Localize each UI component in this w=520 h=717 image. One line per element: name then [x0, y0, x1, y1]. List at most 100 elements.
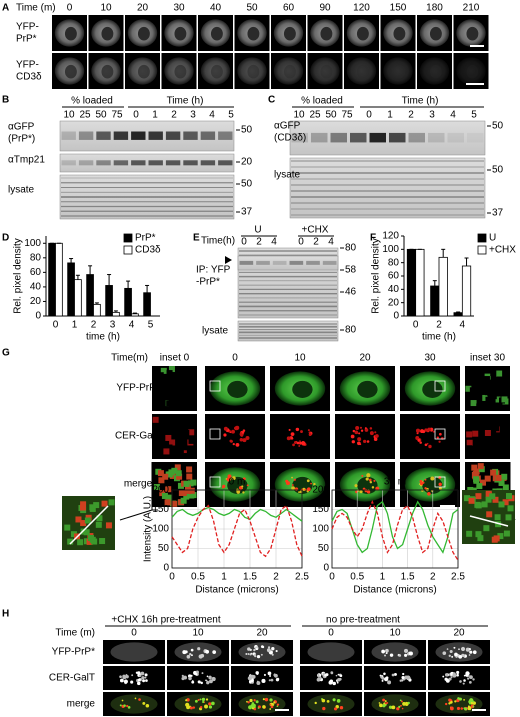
inset-pixel — [467, 486, 474, 493]
arrowhead — [225, 256, 232, 264]
inset-pixel — [152, 452, 159, 459]
speckle — [119, 678, 124, 683]
y-tick-label: 0 — [35, 311, 41, 322]
inset-pixel — [186, 473, 193, 480]
speckle — [181, 677, 185, 681]
band — [200, 160, 216, 166]
speckle — [400, 700, 403, 703]
speckle — [382, 704, 386, 708]
band — [61, 131, 76, 140]
row-label: -PrP* — [196, 277, 220, 288]
inset-pixel — [80, 528, 87, 535]
inset-pixel — [483, 436, 490, 443]
panel-label: C — [268, 95, 275, 106]
micrograph — [335, 414, 395, 459]
inset-pixel — [484, 389, 491, 396]
speckle — [371, 486, 375, 489]
speckle — [332, 698, 336, 702]
lane-label: 4 — [209, 110, 215, 121]
marker-label: 37 — [241, 207, 253, 218]
speckle — [354, 484, 358, 488]
speckle — [385, 652, 388, 655]
speckle — [396, 707, 400, 711]
inset-pixel — [494, 384, 501, 391]
speckle — [456, 673, 459, 677]
micrograph — [103, 666, 165, 690]
speckle — [119, 675, 122, 679]
band — [113, 160, 129, 166]
inset-pixel — [467, 415, 474, 422]
speckle — [184, 650, 188, 654]
inset-pixel — [174, 464, 181, 471]
micrograph — [364, 666, 426, 690]
speckle — [379, 703, 383, 708]
lane-label: 2 — [313, 237, 319, 248]
panel-label: G — [2, 348, 10, 359]
inset-pixel — [475, 531, 482, 538]
inset-pixel — [479, 384, 486, 391]
speckle — [286, 436, 291, 441]
speckle — [408, 651, 413, 656]
speckle — [269, 708, 272, 710]
lane-label: 0 — [241, 237, 247, 248]
inset-pixel — [466, 445, 473, 452]
inset-pixel — [67, 538, 74, 545]
speckle — [197, 680, 201, 684]
speckle — [232, 442, 235, 446]
inset-pixel — [163, 386, 170, 393]
inset-pixel — [183, 480, 190, 487]
speckle — [264, 697, 269, 702]
lane-label: 75 — [111, 110, 123, 121]
speckle — [326, 699, 330, 703]
speckle — [140, 671, 145, 676]
speckle — [190, 654, 193, 657]
y-tick-label: 100 — [24, 238, 41, 249]
bar — [86, 274, 94, 317]
nucleus — [283, 64, 296, 79]
x-tick-label: 2.5 — [451, 572, 465, 583]
bar — [415, 248, 425, 317]
speckle — [430, 476, 435, 481]
time-label: 10 — [100, 3, 112, 14]
speckle — [192, 706, 196, 709]
bar — [143, 292, 151, 317]
nucleus — [137, 64, 150, 79]
speckle — [465, 671, 470, 676]
speckle — [241, 485, 244, 488]
speckle — [247, 653, 250, 656]
inset-pixel — [184, 370, 191, 377]
speckle — [357, 437, 362, 442]
speckle — [308, 431, 311, 434]
band — [148, 131, 163, 140]
band — [78, 160, 94, 166]
speckle — [137, 671, 141, 675]
speckle — [185, 699, 188, 702]
speckle — [472, 678, 475, 681]
speckle — [269, 698, 273, 702]
row-label: YFP- — [16, 60, 39, 71]
speckle — [452, 672, 456, 676]
speckle — [373, 437, 378, 441]
band — [61, 160, 76, 166]
inset-pixel — [75, 516, 82, 523]
panel-label: D — [2, 233, 9, 244]
speckle — [364, 428, 369, 432]
inset-pixel — [95, 521, 102, 528]
speckle — [332, 681, 336, 686]
speckle — [260, 653, 263, 656]
lane-label: 4 — [271, 237, 277, 248]
band — [291, 132, 308, 143]
chart-title: 0 m — [229, 477, 246, 488]
time-label: 210 — [463, 3, 480, 14]
speckle — [463, 679, 466, 682]
speckle — [186, 705, 191, 710]
inset-pixel — [166, 400, 173, 407]
y-tick-label: 50 — [158, 543, 170, 554]
y-tick-label: 40 — [388, 284, 400, 295]
inset-pixel — [184, 398, 191, 405]
speckle — [453, 646, 456, 649]
nucleus — [101, 64, 114, 79]
speckle — [194, 699, 198, 703]
inset-pixel — [471, 464, 478, 471]
x-tick-label: 0 — [53, 320, 59, 331]
